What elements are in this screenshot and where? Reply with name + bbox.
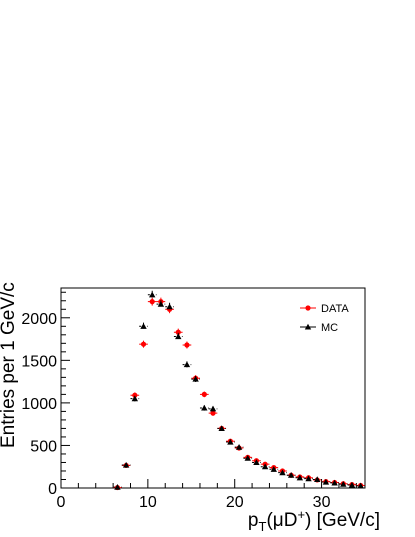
- data-point-mc: [252, 459, 261, 466]
- marker: [201, 391, 207, 397]
- x-axis-title-sub: T: [258, 519, 266, 534]
- data-point-mc: [286, 472, 296, 478]
- data-point-mc: [321, 478, 331, 485]
- marker: [279, 469, 286, 476]
- data-point-data: [199, 391, 209, 398]
- data-point-data: [147, 297, 157, 306]
- marker: [184, 342, 190, 348]
- data-marks: [113, 290, 365, 491]
- marker: [314, 476, 321, 483]
- data-point-mc: [113, 483, 122, 490]
- y-tick-label: 1500: [21, 353, 57, 370]
- data-point-mc: [147, 290, 157, 299]
- marker: [235, 443, 243, 450]
- marker: [287, 472, 295, 478]
- marker: [209, 405, 217, 412]
- legend-entry-mc: MC: [300, 322, 338, 334]
- data-point-mc: [269, 466, 279, 472]
- data-point-mc: [278, 469, 287, 476]
- marker: [201, 404, 208, 411]
- marker: [270, 466, 277, 472]
- marker: [131, 395, 139, 402]
- data-point-mc: [208, 405, 218, 412]
- marker: [296, 474, 304, 481]
- marker: [166, 303, 173, 310]
- data-point-mc: [356, 482, 365, 489]
- marker: [218, 425, 225, 431]
- data-point-data: [173, 328, 183, 336]
- marker: [244, 455, 251, 461]
- data-point-mc: [217, 425, 227, 431]
- data-point-mc: [121, 461, 131, 468]
- data-point-mc: [304, 475, 313, 482]
- marker: [183, 361, 191, 368]
- data-point-mc: [234, 443, 244, 450]
- marker: [357, 482, 364, 489]
- marker: [192, 375, 199, 382]
- plot-frame: [60, 287, 366, 489]
- data-point-mc: [191, 375, 200, 383]
- legend-label: MC: [321, 322, 338, 334]
- marker: [175, 333, 182, 340]
- x-axis-title: pT(μD+) [GeV/c]: [248, 507, 380, 534]
- data-point-mc: [347, 481, 357, 488]
- data-point-mc: [173, 332, 183, 341]
- x-axis-title-mid: (μD: [266, 510, 297, 531]
- marker: [331, 479, 338, 486]
- data-point-data: [139, 340, 148, 348]
- data-point-mc: [130, 395, 140, 402]
- marker: [122, 461, 130, 468]
- y-tick-label: 500: [30, 438, 57, 455]
- data-point-mc: [226, 438, 235, 445]
- marker: [305, 475, 312, 482]
- data-point-mc: [260, 463, 270, 470]
- x-axis-title-main: p: [248, 510, 259, 531]
- data-point-data: [182, 341, 192, 349]
- marker: [132, 392, 138, 398]
- data-point-mc: [312, 476, 322, 483]
- marker: [348, 481, 356, 488]
- legend: DATA MC: [300, 303, 349, 334]
- x-tick-label: 30: [313, 494, 331, 511]
- data-point-mc: [243, 455, 253, 461]
- x-tick-label: 10: [139, 494, 157, 511]
- y-tick-label: 2000: [21, 311, 57, 328]
- marker: [261, 463, 269, 470]
- data-point-mc: [295, 474, 305, 481]
- marker: [140, 341, 147, 347]
- marker: [149, 291, 156, 298]
- legend-marker: [304, 323, 312, 330]
- marker: [340, 480, 347, 487]
- x-tick-label: 20: [226, 494, 244, 511]
- legend-entry-data: DATA: [300, 303, 349, 315]
- marker: [114, 483, 121, 490]
- data-point-mc: [165, 302, 174, 311]
- marker: [210, 410, 216, 416]
- x-axis-title-sup: +: [297, 507, 305, 522]
- data-point-mc: [338, 480, 348, 487]
- marker: [253, 459, 260, 466]
- legend-marker: [305, 305, 311, 311]
- data-point-mc: [182, 361, 192, 368]
- marker: [175, 329, 181, 335]
- y-axis-title: Entries per 1 GeV/c: [0, 282, 19, 448]
- data-point-mc: [156, 300, 166, 309]
- marker: [149, 299, 155, 305]
- legend-label: DATA: [321, 303, 349, 315]
- data-point-mc: [330, 479, 339, 486]
- marker: [157, 300, 165, 307]
- marker: [140, 323, 147, 329]
- x-axis-title-tail: ) [GeV/c]: [305, 510, 380, 531]
- data-point-mc: [199, 404, 209, 411]
- y-tick-label: 0: [48, 481, 57, 498]
- marker: [322, 478, 330, 485]
- data-point-mc: [139, 322, 148, 331]
- marker: [227, 438, 234, 445]
- y-tick-label: 1000: [21, 396, 57, 413]
- x-tick-label: 0: [57, 494, 66, 511]
